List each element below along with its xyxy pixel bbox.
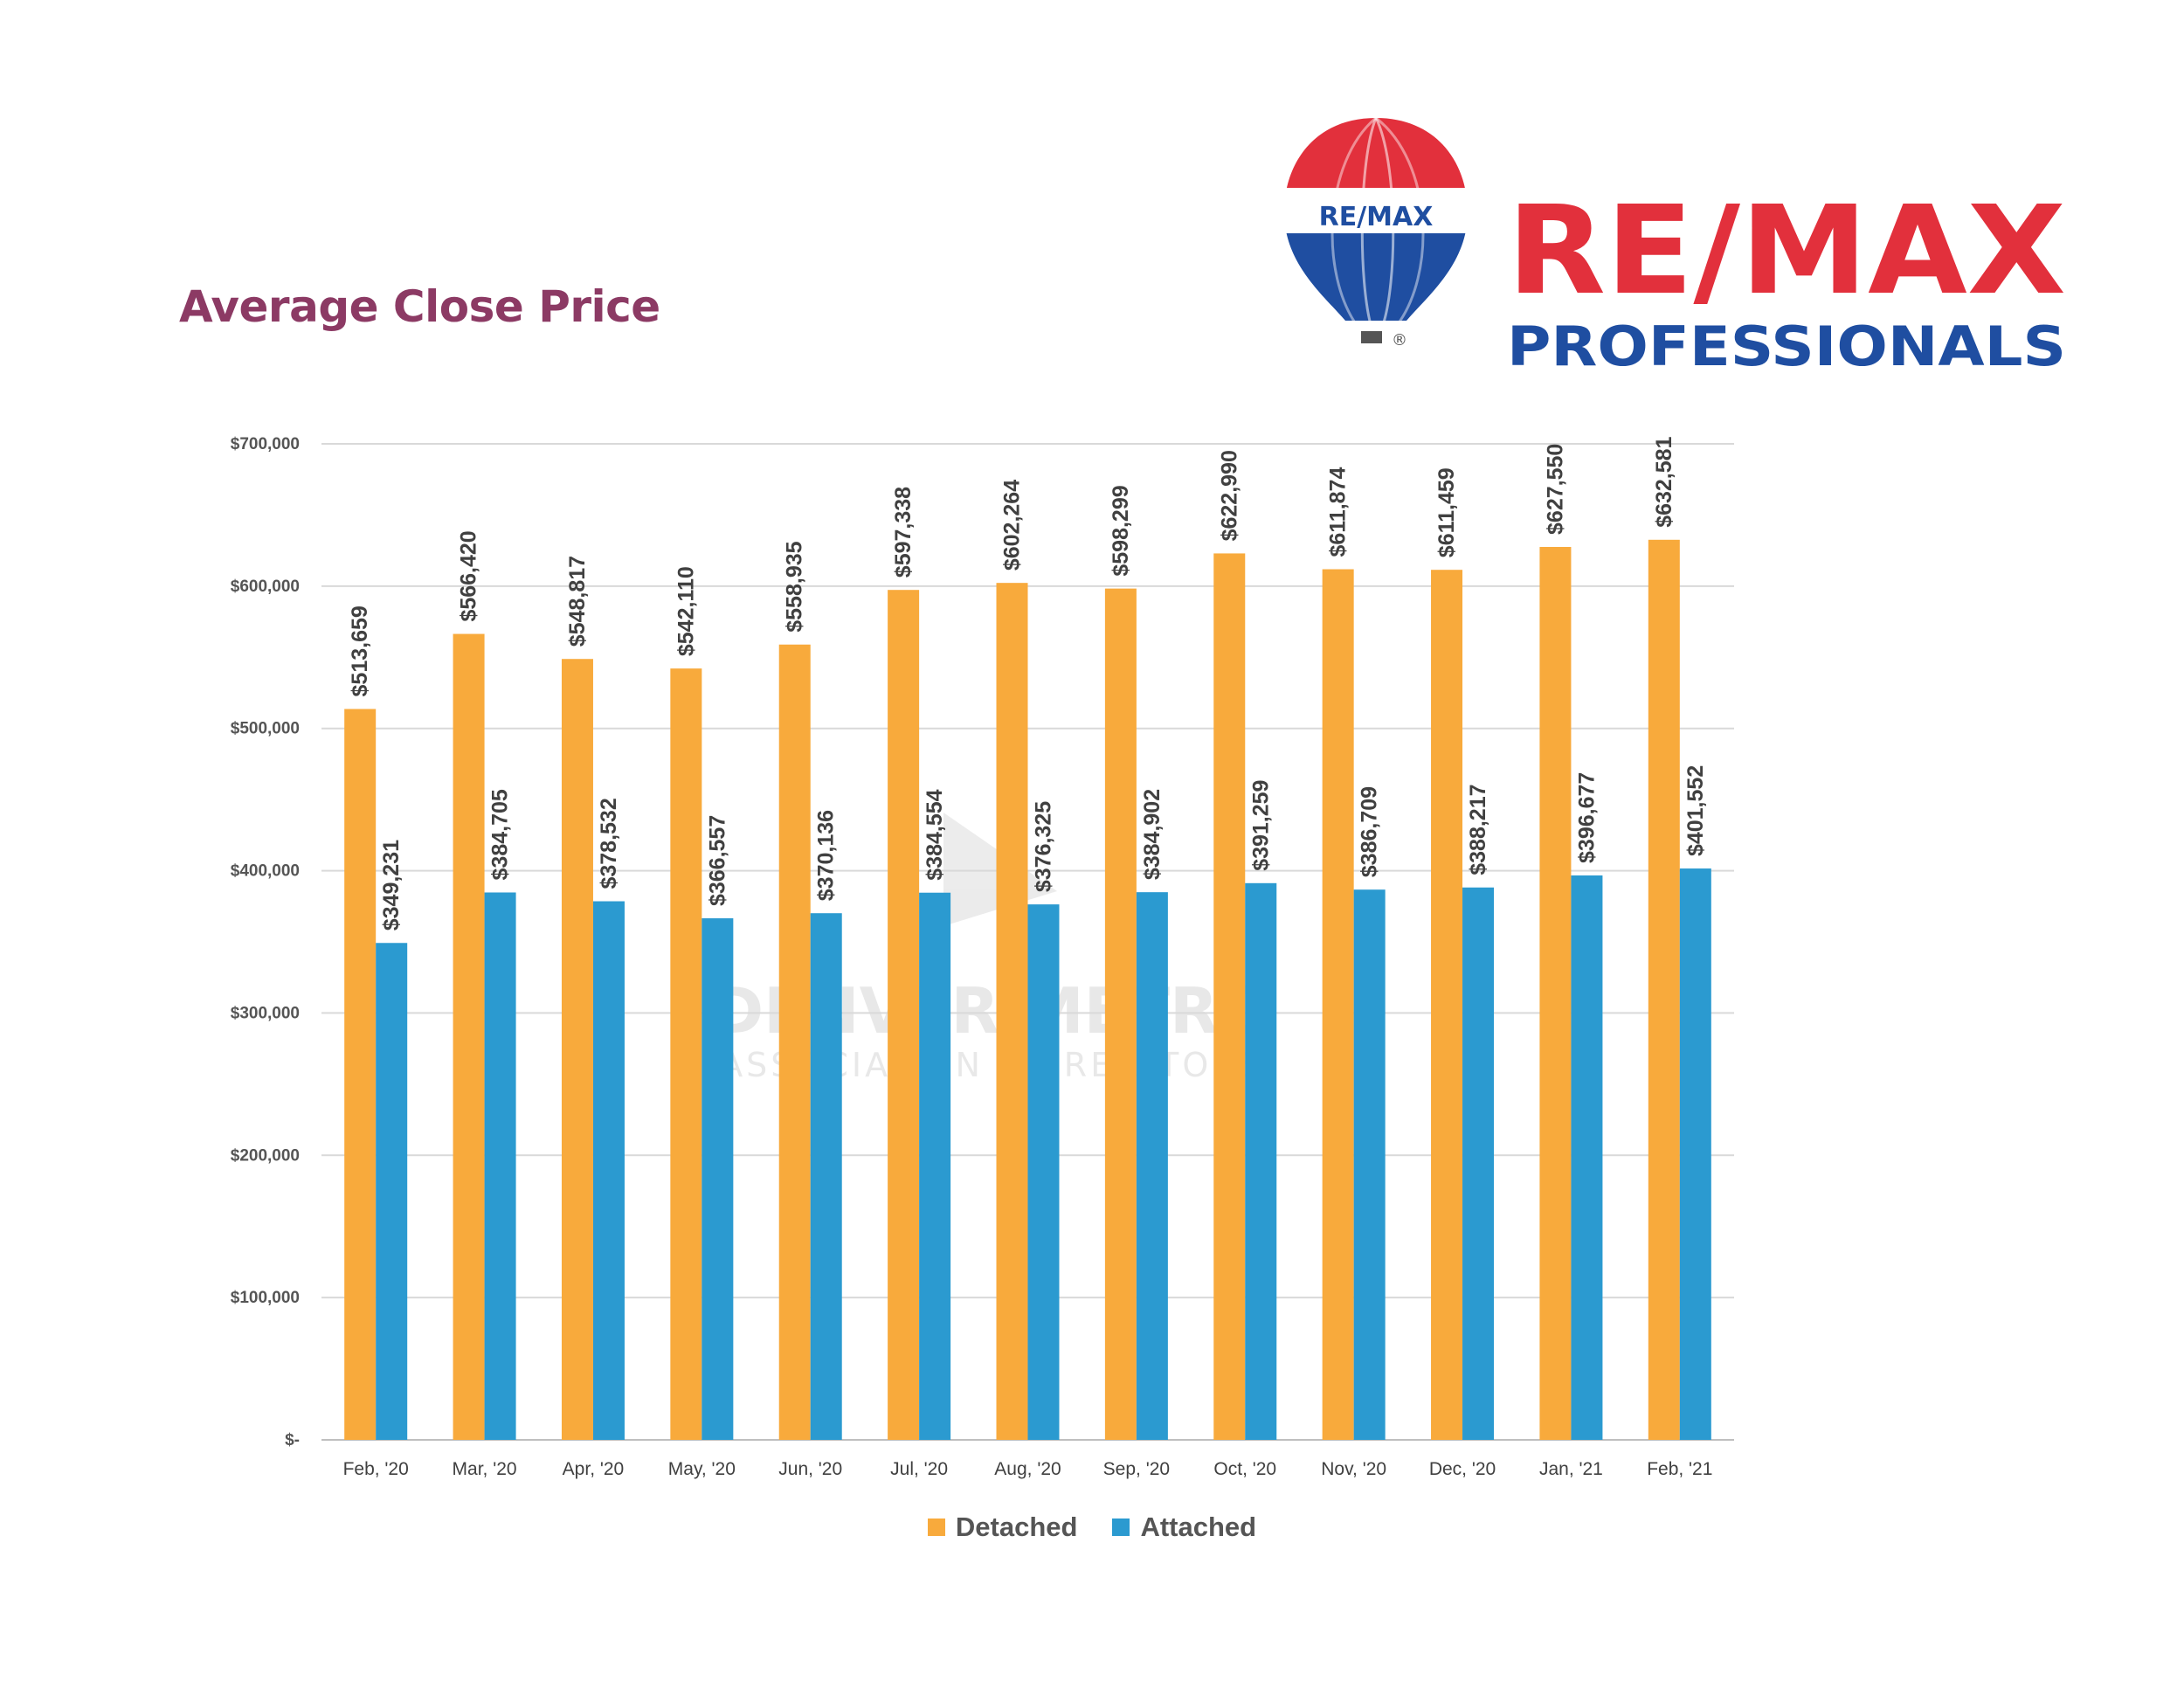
legend-swatch-detached xyxy=(927,1519,945,1536)
bar xyxy=(778,644,811,1440)
bar xyxy=(1353,889,1386,1440)
bar xyxy=(996,583,1028,1440)
professionals-text: PROFESSIONALS xyxy=(1507,315,2066,371)
data-label: $391,259 xyxy=(1248,780,1273,871)
y-tick-label: $200,000 xyxy=(231,1146,300,1165)
data-label: $349,231 xyxy=(379,840,404,930)
data-label: $370,136 xyxy=(814,810,839,901)
x-axis: Feb, '20 Mar, '20 Apr, '20 May, '20 Jun, '20… xyxy=(343,1459,1713,1479)
data-label: $384,705 xyxy=(488,789,513,880)
data-label: $558,935 xyxy=(783,541,807,632)
bar xyxy=(592,901,625,1440)
x-tick-label: Jun, '20 xyxy=(778,1459,842,1479)
bar xyxy=(1245,882,1277,1440)
x-tick-label: Jan, '21 xyxy=(1539,1459,1603,1479)
bar xyxy=(1027,904,1060,1440)
page-title: Average Close Price xyxy=(179,281,660,332)
x-tick-label: Dec, '20 xyxy=(1429,1459,1496,1479)
remax-wordmark: RE/MAX xyxy=(1507,180,2066,322)
x-tick-label: Jul, '20 xyxy=(890,1459,948,1479)
registered-mark: ® xyxy=(1392,331,1407,349)
x-tick-label: Aug, '20 xyxy=(994,1459,1061,1479)
data-label: $388,217 xyxy=(1466,784,1490,875)
data-label: $598,299 xyxy=(1109,485,1133,576)
bar xyxy=(376,943,408,1440)
legend-label-attached: Attached xyxy=(1140,1512,1257,1542)
y-tick-label: $500,000 xyxy=(231,720,300,738)
data-label: $627,550 xyxy=(1543,444,1567,535)
data-label: $611,459 xyxy=(1434,467,1459,557)
data-label: $542,110 xyxy=(674,566,698,656)
bar xyxy=(1571,875,1603,1440)
bar xyxy=(453,633,485,1440)
bar xyxy=(1431,570,1463,1440)
data-label: $384,902 xyxy=(1140,789,1165,880)
data-label: $376,325 xyxy=(1032,801,1056,892)
bar xyxy=(1679,868,1711,1440)
bar xyxy=(484,892,516,1440)
bar xyxy=(810,913,842,1440)
y-tick-label: $400,000 xyxy=(231,862,300,881)
bar xyxy=(1322,569,1354,1440)
bar xyxy=(1136,892,1168,1440)
data-label: $378,532 xyxy=(597,798,621,889)
legend: Detached Attached xyxy=(0,1512,2184,1543)
x-tick-label: Sep, '20 xyxy=(1103,1459,1170,1479)
y-tick-label: $300,000 xyxy=(231,1004,300,1022)
y-tick-label: $600,000 xyxy=(231,578,300,596)
y-tick-label: $100,000 xyxy=(231,1289,300,1307)
data-labels: $513,659 $349,231 $566,420 $384,705 $548,817… xyxy=(348,436,1708,930)
y-tick-label: $700,000 xyxy=(231,435,300,453)
x-tick-label: May, '20 xyxy=(668,1459,736,1479)
bar xyxy=(1539,546,1572,1440)
bars xyxy=(344,539,1711,1440)
data-label: $386,709 xyxy=(1358,786,1382,877)
bar xyxy=(919,892,951,1440)
data-label: $632,581 xyxy=(1652,436,1676,527)
bar xyxy=(888,590,920,1440)
bar xyxy=(1104,588,1137,1440)
balloon-text: RE/MAX xyxy=(1319,202,1434,232)
y-axis: $- $100,000 $200,000 $300,000 $400,000 $500,0… xyxy=(231,435,300,1449)
bar xyxy=(1462,887,1495,1440)
y-tick-label: $- xyxy=(285,1431,300,1449)
data-label: $548,817 xyxy=(565,556,590,647)
x-tick-label: Oct, '20 xyxy=(1213,1459,1276,1479)
x-tick-label: Feb, '21 xyxy=(1647,1459,1712,1479)
bar xyxy=(1648,539,1680,1440)
bar xyxy=(1213,553,1246,1440)
remax-logo: RE/MAX ® RE/MAX PROFESSIONALS xyxy=(1284,118,2066,371)
x-tick-label: Nov, '20 xyxy=(1321,1459,1386,1479)
data-label: $366,557 xyxy=(705,815,729,906)
data-label: $611,874 xyxy=(1326,467,1351,557)
bar xyxy=(561,659,593,1440)
data-label: $396,677 xyxy=(1574,772,1599,863)
data-label: $602,264 xyxy=(1000,480,1025,571)
x-tick-label: Feb, '20 xyxy=(343,1459,409,1479)
legend-item-detached: Detached xyxy=(927,1512,1078,1543)
legend-item-attached: Attached xyxy=(1112,1512,1256,1543)
data-label: $384,554 xyxy=(923,789,947,880)
data-label: $513,659 xyxy=(348,605,372,696)
bar xyxy=(344,709,377,1440)
data-label: $401,552 xyxy=(1683,765,1708,856)
x-tick-label: Apr, '20 xyxy=(563,1459,625,1479)
bar xyxy=(702,918,734,1440)
x-tick-label: Mar, '20 xyxy=(453,1459,517,1479)
legend-swatch-attached xyxy=(1112,1519,1130,1536)
data-label: $622,990 xyxy=(1217,450,1241,541)
bar xyxy=(670,668,702,1440)
data-label: $597,338 xyxy=(891,487,916,578)
legend-label-detached: Detached xyxy=(955,1512,1078,1542)
data-label: $566,420 xyxy=(457,530,481,621)
